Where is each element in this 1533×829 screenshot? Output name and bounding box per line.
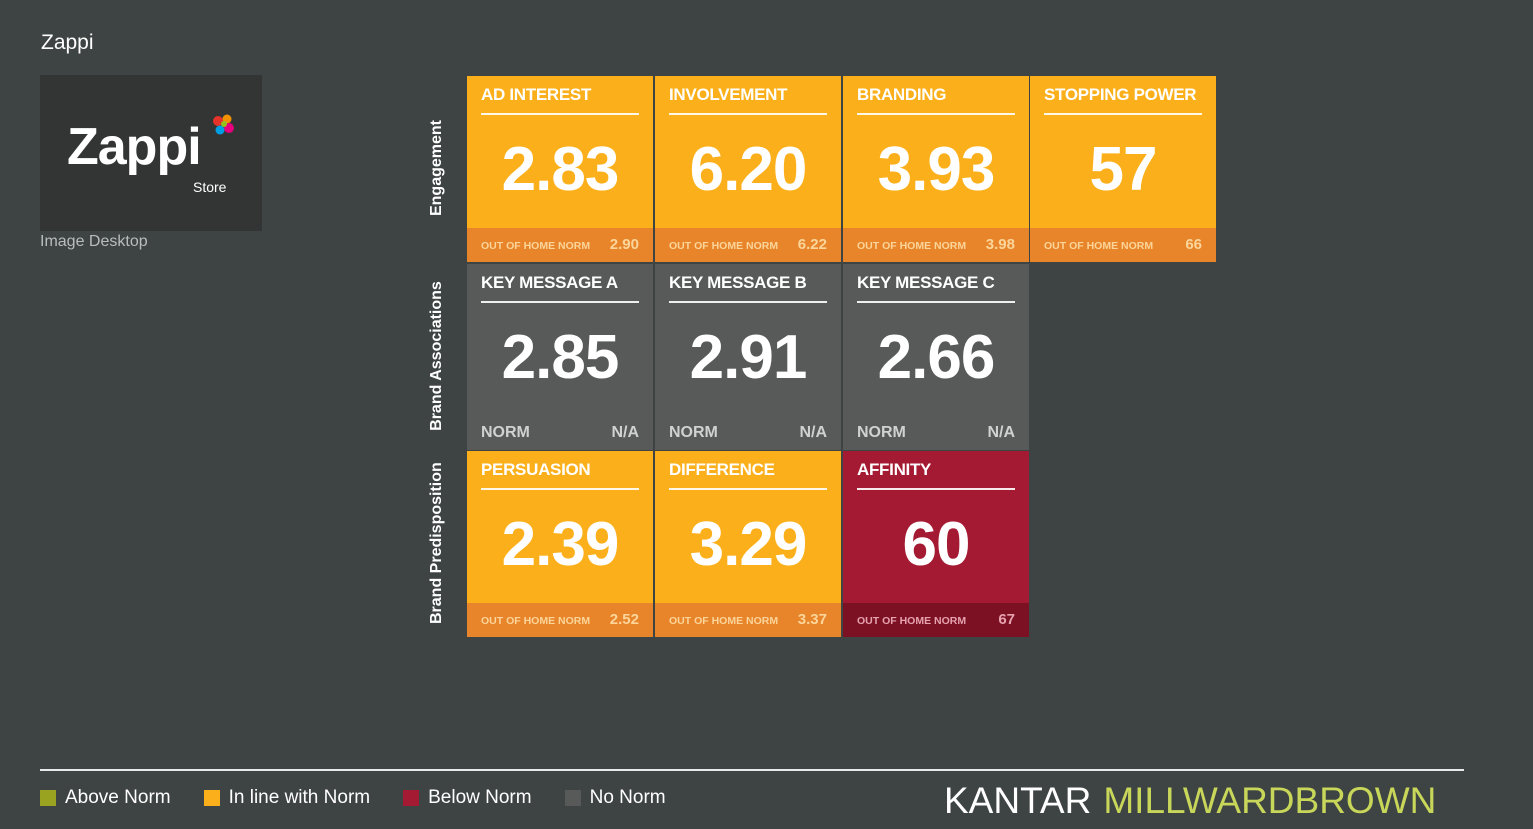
tile-divider (1044, 113, 1202, 115)
tile-norm-bar: OUT OF HOME NORM 6.22 (655, 228, 841, 262)
norm-value: N/A (611, 424, 639, 441)
legend-label: In line with Norm (228, 787, 371, 808)
metric-tile-difference[interactable]: DIFFERENCE 3.29 OUT OF HOME NORM 3.37 (655, 451, 841, 637)
norm-value: 3.37 (797, 611, 827, 628)
tile-title: KEY MESSAGE C (857, 273, 995, 292)
legend-swatch (203, 790, 220, 806)
metric-tile-affinity[interactable]: AFFINITY 60 OUT OF HOME NORM 67 (843, 451, 1029, 637)
metric-tile-key-message-b[interactable]: KEY MESSAGE B 2.91 NORM N/A (655, 264, 841, 450)
metric-tile-stopping-power[interactable]: STOPPING POWER 57 OUT OF HOME NORM 66 (1030, 76, 1216, 262)
norm-label: OUT OF HOME NORM (669, 240, 779, 252)
norm-label: NORM (481, 424, 530, 441)
ad-thumbnail[interactable]: Zappi Store (40, 75, 262, 231)
legend-item-no-norm: No Norm (564, 787, 666, 809)
tile-norm-bar: OUT OF HOME NORM 2.90 (467, 228, 653, 262)
tile-value: 3.29 (689, 510, 808, 579)
tile-value: 2.83 (501, 135, 620, 204)
tile-title: KEY MESSAGE B (669, 273, 807, 292)
kantar-millwardbrown-logo: KANTAR MILLWARDBROWN (944, 780, 1436, 822)
metric-tile-key-message-a[interactable]: KEY MESSAGE A 2.85 NORM N/A (467, 264, 653, 450)
row-label-brand-predisposition: Brand Predisposition (428, 462, 445, 624)
tile-norm-bar: OUT OF HOME NORM 67 (843, 603, 1029, 637)
norm-label: OUT OF HOME NORM (481, 240, 591, 252)
tile-value: 6.20 (689, 135, 808, 204)
tile-norm-bar: OUT OF HOME NORM 2.52 (467, 603, 653, 637)
norm-value: 3.98 (985, 236, 1015, 253)
norm-value: 66 (1185, 236, 1202, 253)
footer-divider (40, 769, 1464, 771)
legend-label: No Norm (589, 787, 666, 808)
tile-norm-bar: OUT OF HOME NORM 3.98 (843, 228, 1029, 262)
legend: Above Norm In line with Norm Below Norm … (40, 787, 699, 809)
tile-value: 3.93 (877, 135, 996, 204)
row-label-engagement: Engagement (428, 120, 445, 217)
tile-norm-bar: NORM N/A (655, 416, 841, 450)
tile-norm-bar: OUT OF HOME NORM 66 (1030, 228, 1216, 262)
legend-item-above-norm: Above Norm (40, 787, 171, 809)
tile-title: AD INTEREST (481, 85, 592, 104)
tile-title: STOPPING POWER (1044, 85, 1197, 104)
tile-divider (857, 488, 1015, 490)
tile-title: INVOLVEMENT (669, 85, 788, 104)
norm-value: 67 (998, 611, 1015, 628)
norm-value: 2.52 (609, 611, 639, 628)
tile-value: 2.66 (877, 323, 996, 392)
tile-divider (669, 301, 827, 303)
tile-value: 2.91 (689, 323, 808, 392)
tile-title: PERSUASION (481, 460, 591, 479)
row-label-brand-associations: Brand Associations (428, 281, 445, 431)
norm-label: NORM (857, 424, 906, 441)
legend-swatch (40, 790, 56, 806)
norm-value: N/A (799, 424, 827, 441)
legend-swatch (403, 790, 420, 806)
metric-tile-ad-interest[interactable]: AD INTEREST 2.83 OUT OF HOME NORM 2.90 (467, 76, 653, 262)
tile-value: 57 (1089, 135, 1158, 204)
legend-swatch (564, 790, 581, 806)
tile-value: 60 (902, 510, 971, 579)
tile-title: DIFFERENCE (669, 460, 775, 479)
tile-divider (669, 488, 827, 490)
tile-divider (669, 113, 827, 115)
tile-divider (481, 113, 639, 115)
logo-dots-icon (213, 114, 234, 135)
brand-logo-part-millwardbrown: MILLWARDBROWN (1103, 780, 1437, 821)
tile-value: 2.85 (501, 323, 620, 392)
tile-divider (857, 301, 1015, 303)
metric-tile-branding[interactable]: BRANDING 3.93 OUT OF HOME NORM 3.98 (843, 76, 1029, 262)
thumbnail-logo-subtext: Store (193, 179, 227, 195)
norm-label: OUT OF HOME NORM (857, 615, 967, 627)
legend-label: Above Norm (65, 787, 171, 808)
norm-label: OUT OF HOME NORM (1044, 240, 1154, 252)
metric-tile-involvement[interactable]: INVOLVEMENT 6.20 OUT OF HOME NORM 6.22 (655, 76, 841, 262)
metric-tile-persuasion[interactable]: PERSUASION 2.39 OUT OF HOME NORM 2.52 (467, 451, 653, 637)
thumbnail-logo-text: Zappi (67, 118, 202, 176)
tile-title: AFFINITY (857, 460, 932, 479)
legend-item-below-norm: Below Norm (403, 787, 532, 809)
norm-value: 2.90 (609, 236, 639, 253)
norm-label: NORM (669, 424, 718, 441)
tile-divider (857, 113, 1015, 115)
tile-norm-bar: OUT OF HOME NORM 3.37 (655, 603, 841, 637)
tile-divider (481, 488, 639, 490)
tile-norm-bar: NORM N/A (843, 416, 1029, 450)
norm-label: OUT OF HOME NORM (857, 240, 967, 252)
norm-value: 6.22 (797, 236, 827, 253)
metric-tile-key-message-c[interactable]: KEY MESSAGE C 2.66 NORM N/A (843, 264, 1029, 450)
tile-title: KEY MESSAGE A (481, 273, 618, 292)
norm-label: OUT OF HOME NORM (669, 615, 779, 627)
norm-label: OUT OF HOME NORM (481, 615, 591, 627)
tile-norm-bar: NORM N/A (467, 416, 653, 450)
tile-title: BRANDING (857, 85, 947, 104)
tile-value: 2.39 (501, 510, 620, 579)
norm-value: N/A (987, 424, 1015, 441)
legend-label: Below Norm (428, 787, 532, 808)
page-title: Zappi (41, 31, 94, 54)
tile-divider (481, 301, 639, 303)
legend-item-in-line-with-norm: In line with Norm (203, 787, 371, 809)
brand-logo-part-kantar: KANTAR (944, 780, 1092, 821)
thumbnail-caption: Image Desktop (40, 233, 148, 250)
